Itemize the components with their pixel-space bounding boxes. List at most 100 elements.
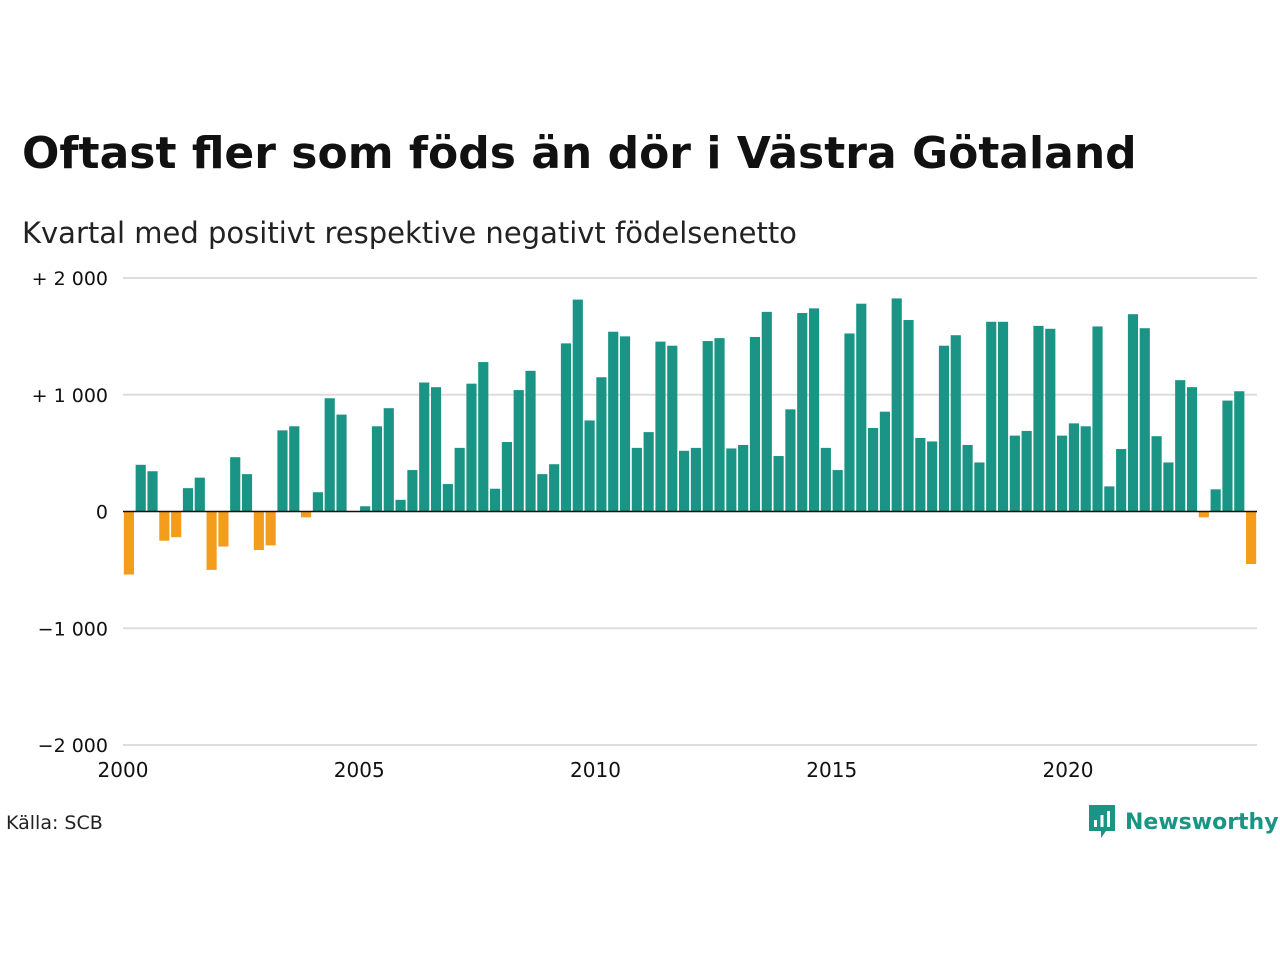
- x-tick-label: 2010: [570, 758, 621, 782]
- bar-2008K2: [513, 390, 524, 512]
- bar-2022K1: [1163, 462, 1174, 512]
- bar-2013K2: [749, 336, 761, 512]
- y-tick-label: −1 000: [38, 618, 108, 640]
- bar-2003K2: [277, 430, 288, 512]
- y-tick-label: + 1 000: [32, 385, 108, 407]
- bar-2007K3: [478, 362, 489, 512]
- bar-2007K4: [490, 488, 501, 512]
- bar-2016K4: [915, 437, 926, 512]
- bar-2010K4: [631, 447, 642, 512]
- bar-2013K1: [738, 444, 749, 512]
- bar-2002K2: [230, 457, 241, 512]
- bar-2002K4: [253, 511, 264, 551]
- bars: [123, 298, 1257, 575]
- bar-2001K3: [194, 477, 205, 512]
- bar-2000K3: [147, 471, 158, 512]
- bar-2017K3: [950, 335, 961, 512]
- bar-2006K3: [430, 387, 442, 512]
- bar-2016K3: [903, 320, 914, 512]
- bar-2005K3: [383, 408, 394, 512]
- bar-2007K2: [466, 383, 477, 512]
- bar-2000K1: [123, 511, 134, 575]
- bar-2009K3: [572, 299, 583, 512]
- y-tick-label: 0: [96, 502, 108, 524]
- bar-2004K2: [324, 398, 335, 512]
- bar-2020K2: [1080, 426, 1091, 512]
- bar-chart: + 2 000 + 1 000 0 −1 000 −2 000 2000 2005 2010…: [32, 268, 1257, 782]
- bar-2001K1: [171, 511, 182, 538]
- bar-2002K1: [218, 511, 229, 547]
- x-axis-ticks: 2000 2005 2010 2015 2020: [98, 758, 1094, 782]
- bar-2010K3: [619, 336, 631, 512]
- bar-2011K3: [667, 345, 678, 512]
- bar-2005K1: [360, 506, 371, 512]
- bar-2008K1: [501, 442, 512, 512]
- bar-2015K2: [844, 333, 855, 512]
- newsworthy-logo: Newsworthy: [1087, 803, 1279, 841]
- bar-2021K4: [1151, 436, 1162, 512]
- bar-2001K2: [182, 488, 194, 512]
- bar-2011K4: [679, 450, 690, 512]
- bar-2014K1: [785, 409, 796, 512]
- bar-2009K1: [549, 464, 560, 512]
- bar-2021K1: [1116, 449, 1127, 512]
- bar-2006K2: [419, 382, 430, 512]
- bar-2017K1: [927, 441, 938, 512]
- bar-2014K3: [808, 308, 820, 512]
- bar-2012K1: [690, 447, 701, 512]
- bar-2000K2: [135, 464, 146, 512]
- bar-2007K1: [454, 447, 465, 512]
- bar-2006K4: [442, 484, 453, 512]
- bar-2013K3: [761, 311, 772, 512]
- bar-2012K4: [726, 448, 737, 512]
- bar-2003K4: [301, 511, 312, 518]
- bar-2018K1: [974, 462, 985, 512]
- chart-title: Oftast fler som föds än dör i Västra Göt…: [22, 128, 1137, 179]
- bar-2023K2: [1222, 400, 1233, 512]
- bar-2001K4: [206, 511, 217, 570]
- x-tick-label: 2005: [334, 758, 385, 782]
- bar-2021K2: [1127, 314, 1139, 512]
- y-axis-ticks: + 2 000 + 1 000 0 −1 000 −2 000: [32, 268, 108, 757]
- bar-2008K4: [537, 474, 548, 512]
- bar-2016K2: [891, 298, 902, 512]
- bar-2012K3: [714, 338, 725, 512]
- bar-2017K4: [962, 444, 973, 512]
- bar-2019K2: [1033, 325, 1044, 512]
- bar-2018K3: [997, 321, 1009, 512]
- bar-2015K1: [832, 470, 843, 512]
- bar-2014K4: [820, 447, 831, 512]
- bar-2010K2: [608, 331, 619, 512]
- bar-2020K3: [1092, 326, 1103, 512]
- bar-2003K3: [289, 426, 300, 512]
- newsworthy-logo-icon: [1089, 805, 1115, 838]
- bar-2019K3: [1045, 328, 1056, 512]
- bar-2021K3: [1139, 328, 1150, 512]
- bar-2004K1: [312, 492, 323, 512]
- bar-2018K4: [1009, 435, 1020, 512]
- x-tick-label: 2000: [98, 758, 149, 782]
- chart-subtitle: Kvartal med positivt respektive negativt…: [22, 216, 797, 250]
- bar-2020K4: [1104, 486, 1115, 512]
- bar-2023K1: [1210, 489, 1221, 512]
- bar-2002K3: [241, 474, 253, 512]
- bar-2009K2: [560, 343, 572, 512]
- bar-2022K2: [1175, 380, 1186, 512]
- bar-2019K1: [1021, 430, 1032, 512]
- bar-2023K4: [1246, 511, 1257, 565]
- bar-2011K1: [643, 432, 654, 512]
- x-tick-label: 2015: [806, 758, 857, 782]
- bar-2015K4: [868, 428, 879, 512]
- x-tick-label: 2020: [1043, 758, 1094, 782]
- bar-2022K3: [1186, 387, 1198, 512]
- bar-2019K4: [1057, 435, 1068, 512]
- bar-2022K4: [1198, 511, 1209, 518]
- source-note: Källa: SCB: [6, 812, 103, 834]
- y-tick-label: + 2 000: [32, 268, 108, 290]
- bar-2006K1: [407, 470, 418, 512]
- bar-2016K1: [879, 411, 890, 512]
- bar-2013K4: [773, 456, 784, 512]
- bar-2003K1: [265, 511, 276, 546]
- bar-2017K2: [938, 345, 950, 512]
- bar-2010K1: [596, 377, 607, 512]
